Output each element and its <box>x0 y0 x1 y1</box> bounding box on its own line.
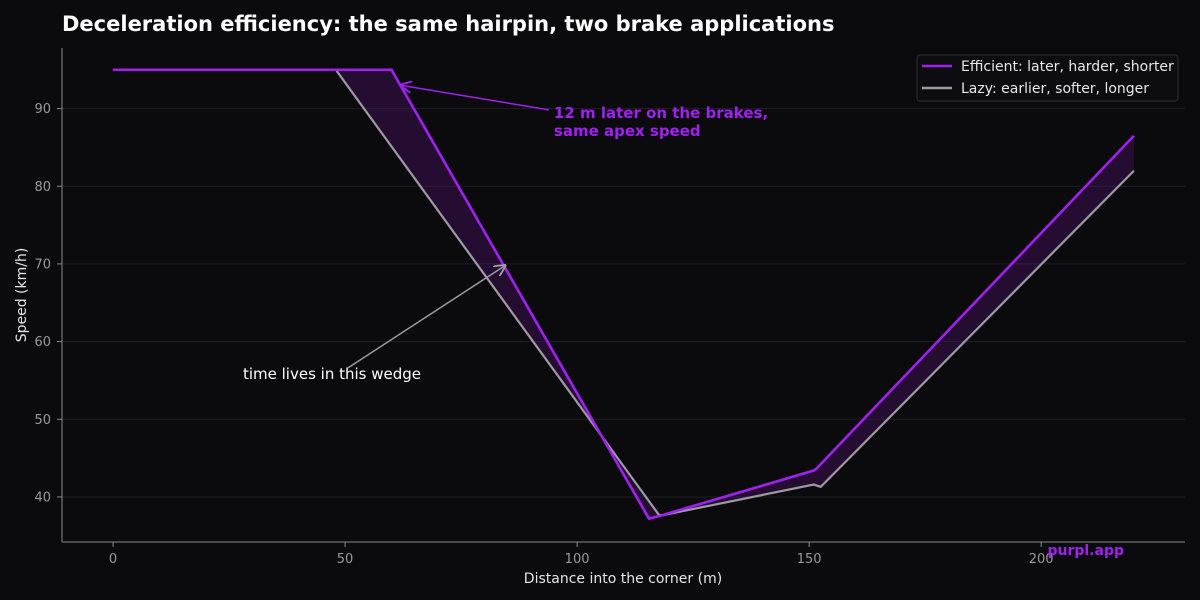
chart-title: Deceleration efficiency: the same hairpi… <box>62 12 834 36</box>
annotation-text-1-0: time lives in this wedge <box>243 365 421 383</box>
series-line-efficient <box>113 68 1135 521</box>
series-lines <box>113 68 1135 521</box>
y-tick-label-90: 90 <box>34 102 51 117</box>
y-tick-label-40: 40 <box>34 490 51 505</box>
legend-box <box>916 54 1179 102</box>
grid-lines <box>62 108 1185 498</box>
annotation-text-0-1: same apex speed <box>554 122 701 140</box>
x-tick-label-150: 150 <box>797 552 822 567</box>
y-tick-label-80: 80 <box>34 180 51 195</box>
annotations: 12 m later on the brakes,same apex speed… <box>243 85 768 383</box>
time-wedge-fill <box>113 69 1134 519</box>
x-tick-label-0: 0 <box>109 552 117 567</box>
legend: Efficient: later, harder, shorter Lazy: … <box>916 54 1179 102</box>
y-tick-label-50: 50 <box>34 413 51 428</box>
y-tick-label-60: 60 <box>34 335 51 350</box>
legend-label-lazy: Lazy: earlier, softer, longer <box>961 81 1149 97</box>
x-tick-label-50: 50 <box>337 552 354 567</box>
y-tick-label-70: 70 <box>34 257 51 272</box>
annotation-text-0-0: 12 m later on the brakes, <box>554 104 768 122</box>
annotation-arrow-1 <box>347 265 505 369</box>
x-tick-label-200: 200 <box>1029 552 1054 567</box>
watermark: purpl.app <box>1047 543 1124 559</box>
tick-labels: 0 50 100 150 200 40 50 60 70 80 90 <box>34 102 1053 567</box>
axes <box>61 48 1185 543</box>
time-wedge-area <box>113 69 1134 519</box>
x-axis-label: Distance into the corner (m) <box>524 571 722 587</box>
annotation-arrow-0 <box>401 85 550 111</box>
x-tick-label-100: 100 <box>565 552 590 567</box>
y-axis-label: Speed (km/h) <box>14 248 30 343</box>
legend-label-efficient: Efficient: later, harder, shorter <box>961 59 1174 75</box>
